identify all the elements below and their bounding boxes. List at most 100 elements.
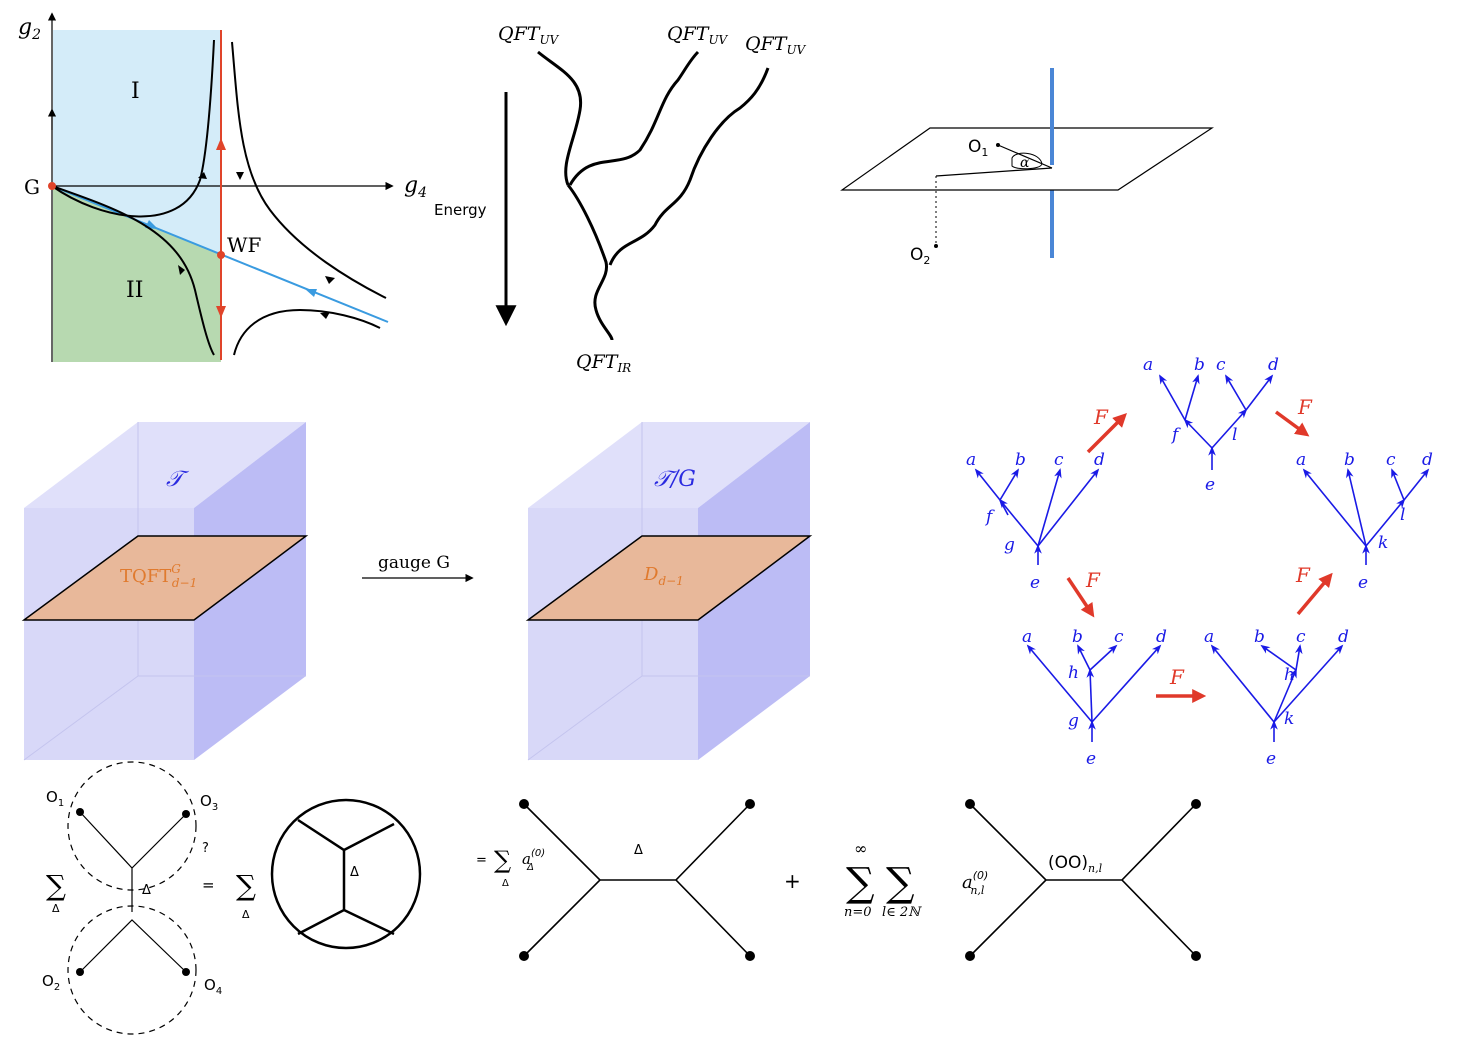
left-leaf-c: c	[1054, 450, 1064, 470]
crossing-equation: O1 O3 O2 O4 ? Δ ∑ Δ = ∑ Δ Δ = ∑ Δ a(0) Δ …	[42, 761, 1201, 1035]
top-tree	[1159, 374, 1274, 470]
dt-vertex-4	[1191, 951, 1201, 961]
left-leaf-d: d	[1094, 450, 1105, 470]
top-leaf-a: a	[1143, 355, 1153, 375]
flow-arrow-5	[320, 312, 330, 319]
slab-right	[525, 535, 813, 621]
ex-vertex-4	[745, 951, 755, 961]
right-leaf-b: b	[1344, 450, 1355, 470]
right-leaf-a: a	[1296, 450, 1306, 470]
delta-exchange: Δ	[142, 883, 151, 898]
uv-label-3: QFTUV	[745, 33, 807, 57]
dt-vertex-3	[1191, 799, 1201, 809]
bl-leaf-b: b	[1072, 627, 1083, 647]
double-trace-diagram	[969, 803, 1197, 957]
right-leaf-c: c	[1386, 450, 1396, 470]
disk-delta: Δ	[350, 865, 359, 880]
coef-anl: a(0) n,l	[962, 869, 988, 897]
cube-back-edges-right	[527, 422, 810, 761]
double-trace-label: (OO)n,l	[1048, 853, 1103, 875]
f-label-3: F	[1085, 568, 1101, 592]
rg-flow-diagram: g2 g4 G WF I II	[18, 12, 427, 362]
separatrix-arrow-2	[305, 289, 317, 297]
o2-label: O2	[910, 245, 930, 267]
l-range: l∈ 2ℕ	[882, 905, 922, 920]
f-label-1: F	[1093, 405, 1109, 429]
equals-sign: =	[202, 876, 215, 894]
o2-point	[934, 244, 938, 248]
slab-label: TQFTG d−1	[120, 562, 197, 590]
dt-vertex-2	[965, 951, 975, 961]
angle-label: α	[1020, 155, 1030, 171]
top-internal-f: f	[1170, 425, 1181, 445]
uv-label-2: QFTUV	[667, 23, 729, 47]
f-arrow-left-top	[1086, 413, 1127, 454]
disk-tree	[297, 818, 395, 936]
bl-root-e: e	[1086, 749, 1096, 769]
ir-label: QFTIR	[576, 351, 631, 375]
flow-curve-lower-left	[51, 185, 215, 356]
f-label-2: F	[1297, 395, 1313, 419]
f-arrow-top-right	[1274, 410, 1310, 437]
o1-point	[76, 808, 84, 816]
top-leaf-d: d	[1268, 355, 1279, 375]
gauge-arrow-group: gauge G	[362, 553, 474, 583]
pentagon-labels: a b c d f l e a b c d f g e a b c d l k …	[966, 355, 1433, 769]
flow-curve-upper-left	[51, 39, 215, 218]
br-leaf-a: a	[1204, 627, 1214, 647]
left-root-e: e	[1030, 573, 1040, 593]
cube-back-edges	[23, 422, 306, 761]
qft-flow-diagram: Energy QFTUV QFTUV QFTUV QFTIR	[434, 23, 807, 375]
o2-projection-ray	[935, 167, 1053, 177]
bl-leaf-c: c	[1114, 627, 1124, 647]
f-arrow-left-bottom	[1066, 577, 1095, 618]
right-leaf-d: d	[1422, 450, 1433, 470]
defect-plane-diagram: O1 O2 α	[840, 68, 1214, 267]
critical-line-arrow-down	[216, 306, 226, 318]
flow-arrow-1	[198, 172, 207, 179]
infinity: ∞	[854, 839, 867, 858]
gaussian-fixed-point	[48, 182, 56, 190]
o1-point	[996, 143, 1000, 147]
disk-circle	[270, 798, 422, 950]
flow-trajectory-uv1	[537, 50, 583, 186]
left-leaf-a: a	[966, 450, 976, 470]
flow-trajectory-uv3	[608, 67, 770, 266]
bottom-left-tree	[1026, 644, 1162, 742]
flow-arrow-3	[236, 172, 244, 180]
br-leaf-c: c	[1296, 627, 1306, 647]
left-internal-f: f	[984, 507, 995, 527]
left-leaf-b: b	[1015, 450, 1026, 470]
gaussian-label: G	[24, 175, 40, 199]
uv-label-1: QFTUV	[498, 23, 560, 47]
right-internal-l: l	[1400, 505, 1405, 525]
bl-internal-h: h	[1068, 663, 1079, 683]
ex-vertex-2	[519, 951, 529, 961]
angle-arc	[1011, 152, 1043, 170]
slab	[21, 535, 309, 621]
o1-ray	[997, 144, 1053, 169]
gauged-theory-label: 𝒯/G	[654, 467, 696, 492]
rhs-equals: =	[476, 853, 487, 868]
sum-index-1: Δ	[52, 902, 60, 915]
pentagon-diagram	[974, 374, 1430, 742]
sum-index-2: Δ	[242, 908, 250, 921]
f-label-5: F	[1295, 563, 1311, 587]
region-1-fill	[53, 30, 221, 187]
br-leaf-b: b	[1254, 627, 1265, 647]
ex-vertex-1	[519, 799, 529, 809]
question-mark: ?	[202, 841, 209, 856]
gauging-left-cube: 𝒯 TQFTG d−1	[21, 422, 309, 761]
br-internal-h: h	[1284, 665, 1295, 685]
o2-label: O2	[42, 972, 60, 993]
o1-label: O1	[968, 137, 988, 159]
plane	[840, 127, 1214, 191]
o1-label: O1	[46, 788, 64, 809]
rhs-sum: ∑	[494, 846, 511, 874]
right-internal-k: k	[1378, 533, 1388, 553]
f-arrow-bottom-right	[1296, 572, 1333, 616]
f-label-4: F	[1169, 665, 1185, 689]
bl-internal-g: g	[1068, 711, 1079, 731]
gauge-arrow-label: gauge G	[378, 553, 450, 573]
lower-dashed-circle	[67, 905, 197, 1035]
